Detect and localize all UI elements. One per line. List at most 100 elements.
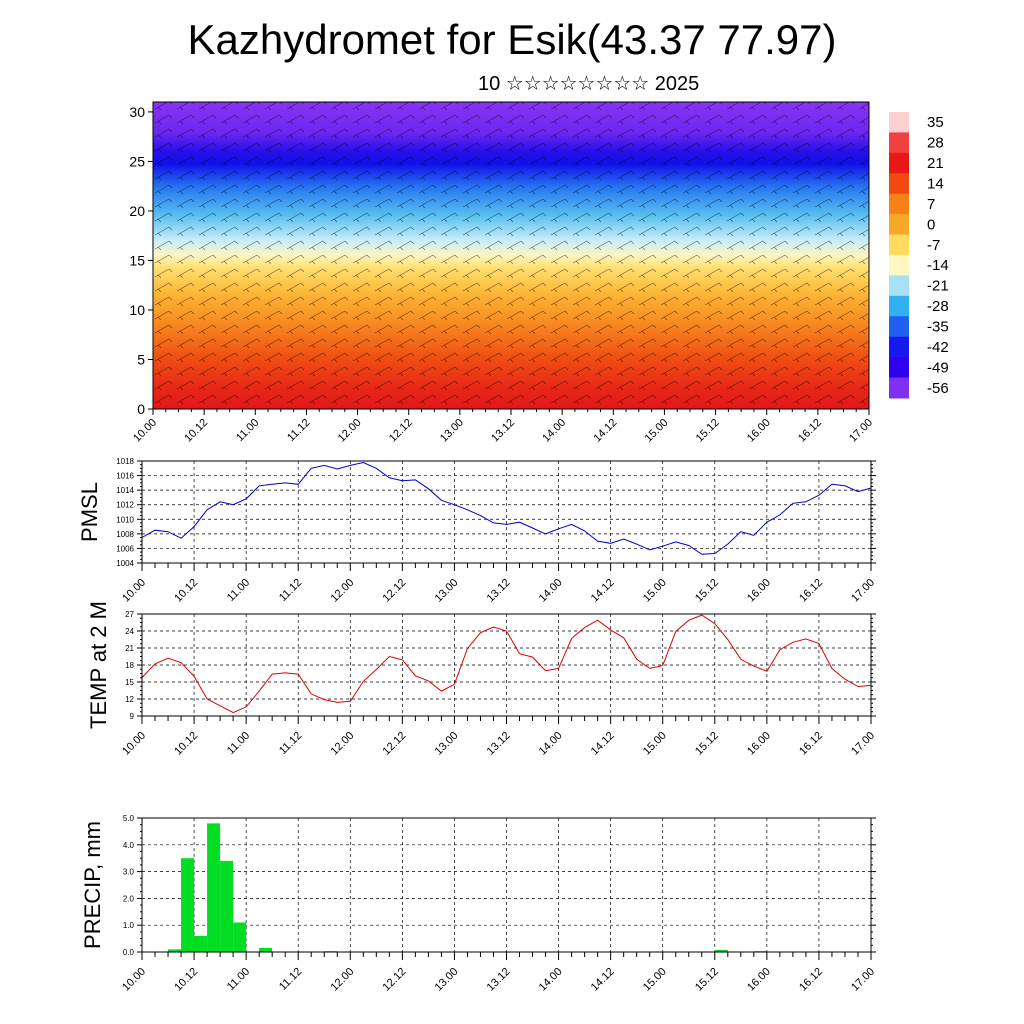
x-tick-label: 15.00 bbox=[641, 730, 669, 758]
y-tick-label: 21 bbox=[125, 644, 134, 653]
x-tick-label: 15.12 bbox=[693, 577, 721, 605]
y-axis-label: PRECIP, mm bbox=[80, 821, 105, 949]
x-tick-label: 17.00 bbox=[849, 730, 877, 758]
x-tick-label: 16.12 bbox=[797, 966, 825, 994]
colorbar-label: -28 bbox=[927, 298, 949, 315]
y-tick-label: 5.0 bbox=[123, 814, 135, 823]
x-tick-label: 12.00 bbox=[336, 417, 364, 445]
precip-bar bbox=[233, 922, 247, 952]
x-tick-label: 11.00 bbox=[234, 417, 261, 444]
colorbar-label: 28 bbox=[927, 135, 944, 152]
x-tick-label: 10.00 bbox=[120, 730, 148, 758]
pmsl-panel: 1004 1006 1008 1010 1012 1014 1016 1018 10.00 10.… bbox=[77, 457, 877, 605]
x-tick-label: 10.12 bbox=[182, 417, 210, 445]
x-tick-label: 17.00 bbox=[849, 577, 877, 605]
y-tick-label: 1004 bbox=[116, 559, 134, 568]
y-tick-label: 0.0 bbox=[123, 948, 135, 957]
x-tick-label: 11.12 bbox=[277, 966, 304, 993]
x-tick-label: 14.12 bbox=[589, 577, 617, 605]
x-tick-label: 11.00 bbox=[225, 730, 252, 757]
y-tick-label: 9 bbox=[130, 712, 135, 721]
x-tick-label: 10.12 bbox=[172, 577, 200, 605]
colorbar-swatch bbox=[889, 336, 909, 358]
colorbar-swatch bbox=[889, 214, 909, 236]
x-tick-label: 15.12 bbox=[693, 730, 721, 758]
series-line bbox=[141, 461, 872, 555]
precip-bar bbox=[220, 860, 234, 952]
y-tick-label: 1010 bbox=[116, 515, 134, 524]
colorbar-label: -7 bbox=[927, 237, 940, 254]
colorbar-swatch bbox=[889, 132, 909, 154]
x-tick-label: 13.12 bbox=[489, 417, 517, 445]
colorbar-swatch bbox=[889, 173, 909, 195]
precip-bar bbox=[714, 949, 728, 952]
x-tick-label: 15.00 bbox=[641, 577, 669, 605]
heatmap-y-axis: 0 5 10 15 20 25 30 bbox=[129, 104, 153, 417]
x-tick-label: 13.12 bbox=[485, 577, 513, 605]
precip-bar bbox=[207, 823, 221, 952]
x-tick-label: 16.00 bbox=[745, 417, 773, 445]
y-tick-label: 1014 bbox=[116, 486, 134, 495]
y-tick-label: 12 bbox=[125, 695, 134, 704]
y-tick-label: 2.0 bbox=[123, 894, 135, 903]
x-tick-label: 16.00 bbox=[745, 730, 773, 758]
y-tick-label: 1012 bbox=[116, 501, 134, 510]
x-tick-label: 16.12 bbox=[796, 417, 824, 445]
x-tick-label: 14.00 bbox=[537, 730, 565, 758]
colorbar-swatch bbox=[889, 377, 909, 399]
colorbar: 35 28 21 14 7 0 -7 -14 -21 -28 -35 -42 -49 -56 bbox=[889, 112, 949, 399]
colorbar-label: 21 bbox=[927, 155, 944, 172]
x-tick-label: 12.12 bbox=[381, 730, 409, 758]
x-tick-label: 11.12 bbox=[277, 577, 304, 604]
x-tick-label: 14.12 bbox=[589, 730, 617, 758]
x-tick-label: 13.00 bbox=[438, 417, 466, 445]
colorbar-swatch bbox=[889, 316, 909, 338]
y-tick-label: 25 bbox=[129, 153, 145, 169]
x-tick-label: 16.12 bbox=[797, 577, 825, 605]
x-tick-label: 13.12 bbox=[485, 730, 513, 758]
x-tick-label: 12.12 bbox=[381, 966, 409, 994]
y-tick-label: 1016 bbox=[116, 472, 134, 481]
colorbar-swatch bbox=[889, 234, 909, 256]
x-tick-label: 15.00 bbox=[643, 417, 671, 445]
wind-barbs-overlay bbox=[153, 102, 869, 409]
precip-bar bbox=[259, 947, 273, 952]
series-line bbox=[141, 614, 872, 714]
precip-panel: 0.0 1.0 2.0 3.0 4.0 5.0 10.00 10.12 11.00 11.12 12… bbox=[80, 814, 877, 994]
y-tick-label: 5 bbox=[137, 351, 145, 367]
x-tick-label: 15.00 bbox=[641, 966, 669, 994]
x-tick-label: 16.12 bbox=[797, 730, 825, 758]
colorbar-label: -21 bbox=[927, 278, 949, 295]
y-tick-label: 24 bbox=[125, 627, 134, 636]
temp-panel: 9 12 15 18 21 24 27 10.00 10.12 11.00 11.12 12.00 12… bbox=[86, 601, 877, 758]
x-tick-label: 11.00 bbox=[225, 966, 252, 993]
y-tick-label: 10 bbox=[129, 302, 145, 318]
colorbar-label: -56 bbox=[927, 380, 949, 397]
x-tick-label: 10.00 bbox=[120, 577, 148, 605]
y-tick-label: 4.0 bbox=[123, 841, 135, 850]
x-tick-label: 11.12 bbox=[277, 730, 304, 757]
x-tick-label: 13.12 bbox=[485, 966, 513, 994]
x-tick-label: 12.12 bbox=[387, 417, 415, 445]
x-tick-label: 17.00 bbox=[849, 966, 877, 994]
x-tick-label: 12.00 bbox=[328, 966, 356, 994]
colorbar-swatch bbox=[889, 112, 909, 133]
chart-title: Kazhydromet for Esik(43.37 77.97) bbox=[187, 16, 837, 63]
x-tick-label: 16.00 bbox=[745, 966, 773, 994]
y-tick-label: 15 bbox=[129, 252, 145, 268]
colorbar-label: 7 bbox=[927, 196, 935, 213]
x-tick-label: 13.00 bbox=[433, 730, 461, 758]
y-tick-label: 3.0 bbox=[123, 868, 135, 877]
colorbar-label: -14 bbox=[927, 257, 949, 274]
y-tick-label: 15 bbox=[125, 678, 134, 687]
colorbar-swatch bbox=[889, 275, 909, 297]
x-tick-label: 15.12 bbox=[694, 417, 722, 445]
colorbar-label: 35 bbox=[927, 114, 944, 131]
heatmap-x-axis: 10.00 10.12 11.00 11.12 12.00 12.12 13.00 13.12… bbox=[131, 409, 875, 445]
x-tick-label: 12.12 bbox=[381, 577, 409, 605]
x-tick-label: 12.00 bbox=[328, 577, 356, 605]
x-tick-label: 15.12 bbox=[693, 966, 721, 994]
y-tick-label: 1.0 bbox=[123, 921, 135, 930]
y-tick-label: 27 bbox=[125, 610, 134, 619]
temperature-height-heatmap bbox=[152, 101, 870, 410]
